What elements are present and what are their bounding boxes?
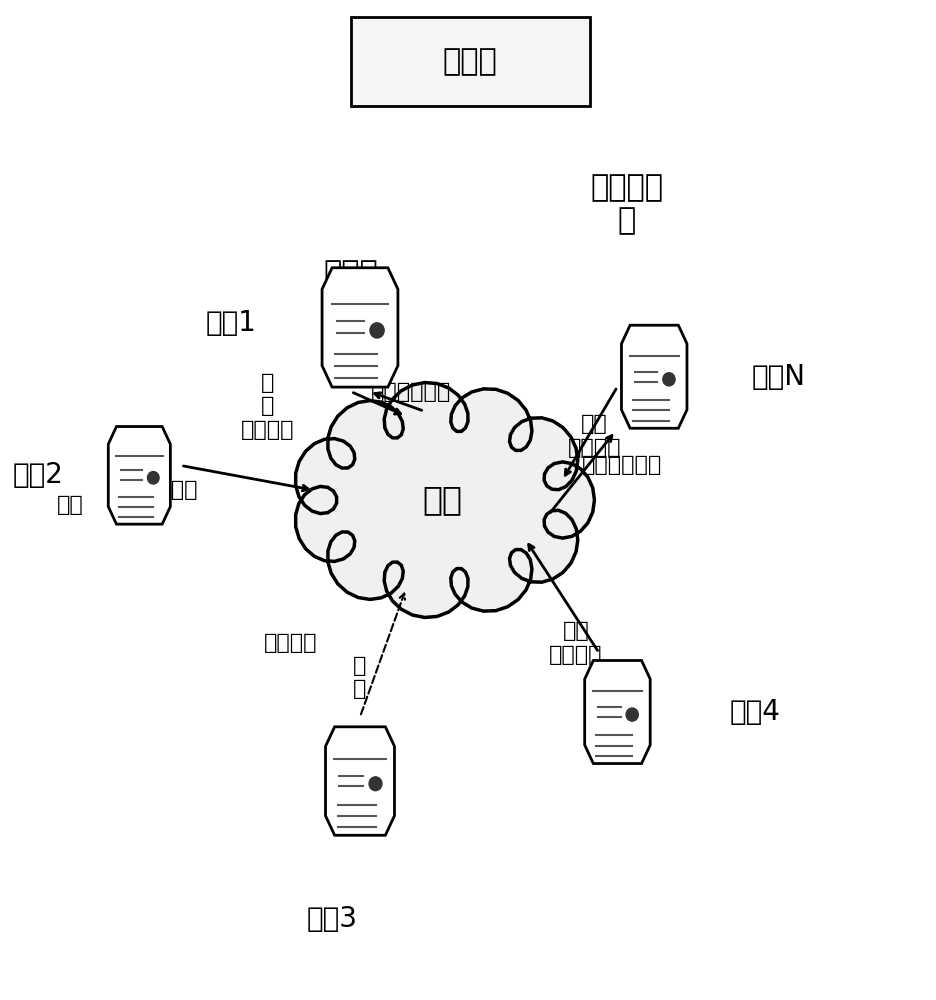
Text: 调度器: 调度器 (323, 259, 378, 288)
Polygon shape (109, 427, 170, 524)
Text: 资源信息: 资源信息 (144, 480, 198, 500)
Polygon shape (584, 660, 650, 764)
Circle shape (370, 323, 384, 338)
Text: 发送
资源信息: 发送 资源信息 (567, 414, 621, 458)
Text: 节点2: 节点2 (13, 461, 64, 489)
Text: 资源信息: 资源信息 (264, 633, 317, 653)
Text: 节点4: 节点4 (729, 698, 780, 726)
Circle shape (662, 373, 674, 386)
Polygon shape (325, 727, 394, 835)
Text: 发
送
资源信息: 发 送 资源信息 (241, 373, 295, 440)
Polygon shape (322, 268, 398, 387)
Text: 发送
资源信息: 发送 资源信息 (548, 621, 602, 665)
Polygon shape (296, 383, 593, 617)
Text: 接收资源信息: 接收资源信息 (581, 455, 662, 475)
Text: 接收资源信息: 接收资源信息 (370, 382, 450, 402)
Text: 资源池: 资源池 (443, 47, 497, 76)
FancyBboxPatch shape (350, 17, 590, 106)
Text: 节点N: 节点N (751, 363, 804, 391)
Circle shape (625, 708, 637, 721)
Text: 发送: 发送 (57, 495, 83, 515)
Circle shape (147, 472, 159, 484)
Text: 资源管理
器: 资源管理 器 (590, 173, 663, 235)
Text: 节点1: 节点1 (206, 308, 256, 336)
Polygon shape (621, 325, 686, 428)
Text: 节点3: 节点3 (307, 905, 358, 933)
Text: 发
送: 发 送 (353, 656, 366, 699)
Circle shape (369, 777, 382, 791)
Text: 集群: 集群 (422, 484, 462, 517)
